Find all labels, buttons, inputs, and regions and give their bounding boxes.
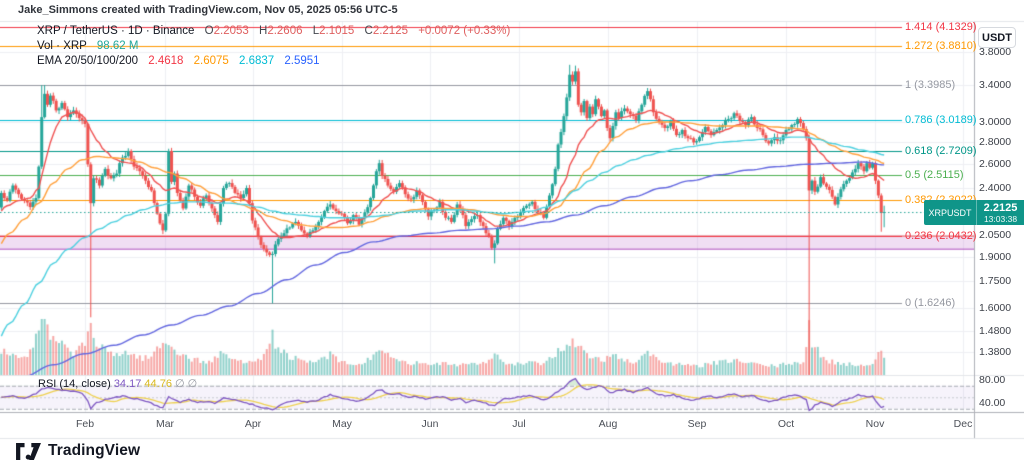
price-axis-currency[interactable]: USDT [978, 27, 1016, 48]
ema-label: EMA 20/50/100/200 [37, 55, 139, 67]
time-axis-label: Oct [777, 418, 795, 430]
change-value: +0.0072 (+0.33%) [418, 25, 511, 37]
rsi-legend-row[interactable]: RSI (14, close) 34.17 44.76 ∅ ∅ [38, 377, 197, 390]
time-axis-label: Dec [953, 418, 973, 430]
open-value: 2.2053 [213, 25, 249, 37]
price-axis-label: 1.6000 [979, 301, 1012, 314]
time-axis-label: Aug [598, 418, 618, 430]
fib-level-label: 1.272 (3.8810) [905, 39, 977, 52]
volume-label: Vol · XRP [37, 40, 87, 52]
time-axis-label: Sep [687, 418, 707, 430]
price-axis-label: 2.0500 [979, 228, 1012, 241]
time-axis-label: May [332, 418, 352, 430]
price-axis-label: 3.8000 [979, 46, 1012, 59]
volume-value: 98.62 M [96, 40, 139, 52]
rsi-value: 34.17 [113, 378, 142, 390]
high-label: H [259, 25, 268, 37]
badge-symbol: XRPUSDT [924, 200, 977, 225]
last-price-badge: XRPUSDT 2.2125 13:03:38 [924, 200, 1024, 225]
rsi-ma-value: 44.76 [144, 378, 172, 390]
price-axis-label: 1.4800 [979, 324, 1012, 337]
low-label: L [312, 25, 320, 37]
volume-legend-row[interactable]: Vol · XRP 98.62 M [37, 39, 510, 53]
time-axis-label: Feb [75, 418, 95, 430]
time-axis-label: Jun [421, 418, 439, 430]
rsi-axis-label: 40.00 [979, 397, 1006, 409]
time-axis-label: Apr [244, 418, 262, 430]
price-axis-label: 3.4000 [979, 78, 1012, 91]
ema100-value: 2.6837 [239, 55, 275, 67]
rsi-axis-label: 80.00 [979, 374, 1006, 386]
fib-level-label: 1 (3.3985) [905, 79, 956, 92]
price-axis-label: 1.9000 [979, 251, 1012, 264]
symbol-legend: XRP / TetherUS · 1D · Binance O2.2053 H2… [37, 24, 510, 69]
open-label: O [204, 25, 214, 37]
symbol-title-row[interactable]: XRP / TetherUS · 1D · Binance O2.2053 H2… [37, 24, 510, 38]
rsi-label: RSI (14, close) [38, 378, 111, 390]
time-axis-label: Mar [155, 418, 175, 430]
rsi-empty-values: ∅ ∅ [175, 378, 198, 390]
ema20-value: 2.4618 [148, 55, 184, 67]
low-value: 2.1015 [319, 25, 355, 37]
badge-price: 2.2125 [983, 201, 1018, 214]
tradingview-brand-text: TradingView [48, 442, 141, 459]
price-axis-label: 2.4000 [979, 181, 1012, 194]
time-axis-label: Jul [512, 418, 526, 430]
price-axis-label: 1.7500 [979, 275, 1012, 288]
fib-level-label: 0.236 (2.0432) [905, 229, 977, 242]
high-value: 2.2606 [267, 25, 303, 37]
attribution-text: Jake_Simmons created with TradingView.co… [18, 4, 398, 16]
fib-level-label: 0 (1.6246) [905, 297, 956, 310]
tradingview-logo[interactable]: TradingView [16, 442, 140, 460]
fib-level-label: 0.5 (2.5115) [905, 168, 964, 181]
close-value: 2.2125 [372, 25, 408, 37]
ema-legend-row[interactable]: EMA 20/50/100/200 2.4618 2.6075 2.6837 2… [37, 54, 510, 68]
price-axis-label: 2.6000 [979, 158, 1012, 171]
fib-level-label: 0.618 (2.7209) [905, 144, 977, 157]
close-label: C [364, 25, 373, 37]
price-axis-label: 3.0000 [979, 116, 1012, 128]
badge-time: 13:03:38 [983, 213, 1018, 224]
price-axis-label: 1.3800 [979, 345, 1012, 358]
ema200-value: 2.5951 [284, 55, 320, 67]
time-axis-label: Nov [865, 418, 885, 430]
price-axis-label: 2.8000 [979, 136, 1012, 149]
tradingview-logo-icon [16, 442, 41, 460]
fib-level-label: 1.414 (4.1329) [905, 21, 977, 34]
symbol-title: XRP / TetherUS · 1D · Binance [37, 25, 195, 37]
fib-level-label: 0.786 (3.0189) [905, 114, 977, 127]
ema50-value: 2.6075 [193, 55, 229, 67]
